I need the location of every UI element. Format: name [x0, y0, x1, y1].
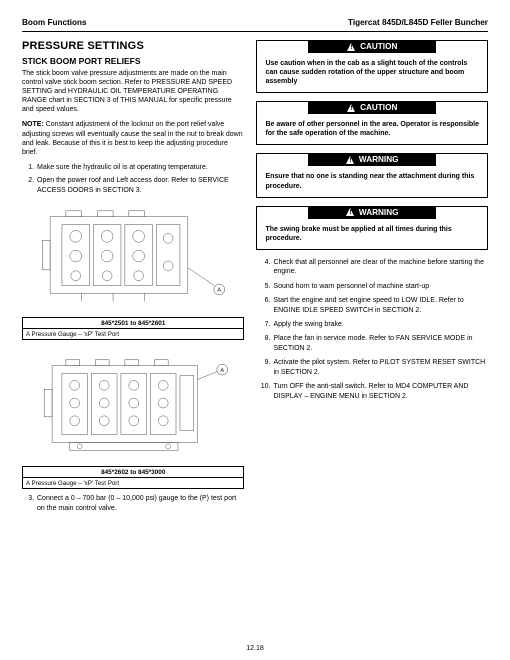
caution-box-1: CAUTION Use caution when in the cab as a… — [256, 40, 488, 93]
note-label: NOTE: — [22, 121, 44, 128]
list-item: Turn OFF the anti-stall switch. Refer to… — [272, 382, 488, 401]
header-left: Boom Functions — [22, 18, 87, 27]
procedure-list-right: Check that all personnel are clear of th… — [256, 258, 488, 401]
list-item: Apply the swing brake. — [272, 320, 488, 329]
content-columns: PRESSURE SETTINGS STICK BOOM PORT RELIEF… — [22, 40, 488, 517]
caution-text-1: Use caution when in the cab as a slight … — [257, 53, 487, 92]
list-item: Connect a 0 – 700 bar (0 – 10,000 psi) g… — [36, 494, 244, 513]
intro-paragraph: The stick boom valve pressure adjustment… — [22, 69, 244, 114]
list-item: Start the engine and set engine speed to… — [272, 296, 488, 315]
header-rule — [22, 31, 488, 32]
note-text: Constant adjustment of the locknut on th… — [22, 121, 243, 155]
note-paragraph: NOTE: Constant adjustment of the locknut… — [22, 120, 244, 156]
caution-label: CAUTION — [360, 42, 397, 51]
figure-2: A — [22, 346, 244, 466]
warning-label: WARNING — [359, 208, 399, 217]
page-number: 12.18 — [0, 645, 510, 652]
caution-header: CAUTION — [308, 40, 437, 53]
left-column: PRESSURE SETTINGS STICK BOOM PORT RELIEF… — [22, 40, 244, 517]
warning-box-1: WARNING Ensure that no one is standing n… — [256, 153, 488, 197]
fig2-caption-head: 845*2602 to 845*3000 — [23, 467, 244, 478]
warning-header: WARNING — [308, 206, 437, 219]
warning-header: WARNING — [308, 153, 437, 166]
page-header: Boom Functions Tigercat 845D/L845D Felle… — [22, 18, 488, 27]
header-right: Tigercat 845D/L845D Feller Buncher — [348, 18, 488, 27]
list-item: Open the power roof and Left access door… — [36, 176, 244, 195]
warning-icon — [347, 104, 356, 112]
caution-label: CAUTION — [360, 103, 397, 112]
warning-box-2: WARNING The swing brake must be applied … — [256, 206, 488, 250]
section-title: PRESSURE SETTINGS — [22, 40, 244, 52]
warning-text-2: The swing brake must be applied at all t… — [257, 219, 487, 249]
figure-1: A — [22, 199, 244, 317]
list-item: Place the fan in service mode. Refer to … — [272, 334, 488, 353]
figure-1-caption: 845*2501 to 845*2601 A Pressure Gauge – … — [22, 317, 244, 340]
fig1-caption-head: 845*2501 to 845*2601 — [23, 318, 244, 329]
warning-icon — [346, 208, 355, 216]
right-column: CAUTION Use caution when in the cab as a… — [256, 40, 488, 517]
list-item: Sound horn to warn personnel of machine … — [272, 282, 488, 291]
svg-text:A: A — [217, 288, 221, 294]
svg-text:A: A — [220, 368, 224, 374]
warning-icon — [347, 43, 356, 51]
fig1-caption-row: A Pressure Gauge – 'xP' Test Port — [23, 329, 244, 340]
fig2-caption-row: A Pressure Gauge – 'xP' Test Port — [23, 478, 244, 489]
figure-2-caption: 845*2602 to 845*3000 A Pressure Gauge – … — [22, 466, 244, 489]
list-item: Check that all personnel are clear of th… — [272, 258, 488, 277]
procedure-list-bottom: Connect a 0 – 700 bar (0 – 10,000 psi) g… — [22, 494, 244, 513]
caution-header: CAUTION — [308, 101, 437, 114]
caution-box-2: CAUTION Be aware of other personnel in t… — [256, 101, 488, 145]
warning-label: WARNING — [359, 155, 399, 164]
list-item: Make sure the hydraulic oil is at operat… — [36, 163, 244, 172]
caution-text-2: Be aware of other personnel in the area.… — [257, 114, 487, 144]
procedure-list-top: Make sure the hydraulic oil is at operat… — [22, 163, 244, 195]
warning-icon — [346, 156, 355, 164]
list-item: Activate the pilot system. Refer to PILO… — [272, 358, 488, 377]
subsection-title: STICK BOOM PORT RELIEFS — [22, 56, 244, 66]
warning-text-1: Ensure that no one is standing near the … — [257, 166, 487, 196]
